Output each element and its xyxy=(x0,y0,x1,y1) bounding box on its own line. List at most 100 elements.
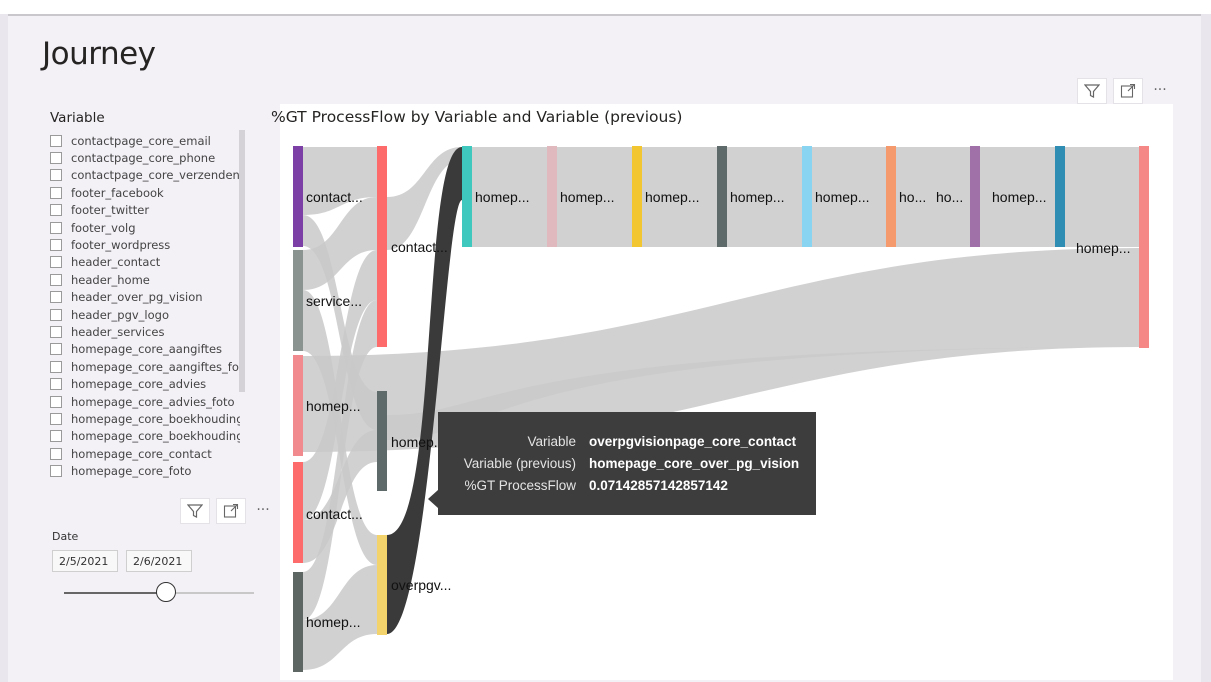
sankey-link[interactable] xyxy=(303,147,377,215)
slicer-item[interactable]: header_services xyxy=(50,323,240,340)
sankey-node[interactable] xyxy=(1139,146,1149,348)
sankey-node[interactable] xyxy=(377,146,387,347)
slicer-item-label: homepage_core_advies_foto xyxy=(71,394,235,409)
slicer-item[interactable]: header_contact xyxy=(50,254,240,271)
filter-icon[interactable] xyxy=(1077,78,1107,104)
sankey-link[interactable] xyxy=(895,147,970,247)
slicer-item[interactable]: footer_facebook xyxy=(50,184,240,201)
checkbox[interactable] xyxy=(50,395,62,408)
slicer-item[interactable]: homepage_core_contact xyxy=(50,445,240,462)
checkbox[interactable] xyxy=(50,412,62,425)
slicer-scrollbar[interactable] xyxy=(239,130,245,392)
checkbox[interactable] xyxy=(50,343,62,356)
checkbox[interactable] xyxy=(50,430,62,443)
slicer-item[interactable]: contactpage_core_phone xyxy=(50,149,240,166)
sankey-node[interactable] xyxy=(293,355,303,456)
checkbox[interactable] xyxy=(50,291,62,304)
sankey-node[interactable] xyxy=(547,146,557,247)
sankey-node-label: homep... xyxy=(815,189,869,205)
sankey-node[interactable] xyxy=(886,146,896,247)
sankey-node-label: homep... xyxy=(391,434,445,450)
checkbox[interactable] xyxy=(50,447,62,460)
sankey-link[interactable] xyxy=(303,300,377,620)
sankey-node-label: homep... xyxy=(306,614,360,630)
sankey-link[interactable] xyxy=(726,147,802,247)
slicer-item[interactable]: homepage_core_aangiftes_foto xyxy=(50,358,240,375)
sankey-node[interactable] xyxy=(293,146,303,247)
sankey-link[interactable] xyxy=(387,147,462,250)
slicer-item[interactable]: homepage_core_aangiftes xyxy=(50,341,240,358)
date-end-field[interactable]: 2/6/2021 xyxy=(126,550,192,572)
sankey-node[interactable] xyxy=(293,462,303,563)
checkbox[interactable] xyxy=(50,360,62,373)
sankey-node[interactable] xyxy=(970,146,980,247)
date-slicer-label: Date xyxy=(52,530,79,543)
date-slider-thumb[interactable] xyxy=(156,582,176,602)
slicer-item-label: homepage_core_contact xyxy=(71,446,212,461)
sankey-node[interactable] xyxy=(377,391,387,491)
sankey-node[interactable] xyxy=(802,146,812,247)
checkbox[interactable] xyxy=(50,239,62,252)
more-options-icon[interactable]: ··· xyxy=(1153,82,1167,98)
sankey-node[interactable] xyxy=(293,572,303,672)
slicer-item[interactable]: header_over_pg_vision xyxy=(50,289,240,306)
sankey-link[interactable] xyxy=(303,430,377,563)
slicer-item[interactable]: homepage_core_boekhouding... xyxy=(50,428,240,445)
slicer-item[interactable]: homepage_core_advies_foto xyxy=(50,393,240,410)
sankey-link[interactable] xyxy=(303,197,377,290)
sankey-link[interactable] xyxy=(1064,147,1140,247)
slicer-item[interactable]: homepage_core_boekhouding xyxy=(50,410,240,427)
tooltip-key: %GT ProcessFlow xyxy=(464,478,576,493)
tooltip: Variable overpgvisionpage_core_contact V… xyxy=(428,412,816,515)
sankey-node[interactable] xyxy=(293,250,303,351)
sankey-link[interactable] xyxy=(641,147,717,247)
slicer-item-label: footer_volg xyxy=(71,220,136,235)
slicer-item[interactable]: footer_wordpress xyxy=(50,236,240,253)
checkbox[interactable] xyxy=(50,204,62,217)
slicer-item-label: homepage_core_aangiftes xyxy=(71,342,223,357)
sankey-link-highlighted[interactable] xyxy=(387,147,462,634)
slicer-title: Variable xyxy=(50,110,105,126)
slicer-item[interactable]: footer_twitter xyxy=(50,202,240,219)
sankey-link[interactable] xyxy=(303,565,377,670)
sankey-node-label: service... xyxy=(306,293,362,309)
chart-visual-header: ··· xyxy=(1077,78,1171,104)
slicer-item-label: contactpage_core_verzenden xyxy=(71,168,240,183)
slicer-item[interactable]: header_home xyxy=(50,271,240,288)
checkbox[interactable] xyxy=(50,378,62,391)
sankey-link[interactable] xyxy=(556,147,632,247)
sankey-node[interactable] xyxy=(1055,146,1065,247)
sankey-node[interactable] xyxy=(462,146,472,247)
sankey-link[interactable] xyxy=(387,347,1140,440)
sankey-node[interactable] xyxy=(717,146,727,247)
sankey-link[interactable] xyxy=(472,147,547,247)
checkbox[interactable] xyxy=(50,256,62,269)
slicer-item-label: contactpage_core_phone xyxy=(71,151,216,166)
checkbox[interactable] xyxy=(50,186,62,199)
checkbox[interactable] xyxy=(50,169,62,182)
sankey-link[interactable] xyxy=(979,147,1055,247)
checkbox[interactable] xyxy=(50,325,62,338)
date-start-field[interactable]: 2/5/2021 xyxy=(52,550,118,572)
slicer-item[interactable]: header_pgv_logo xyxy=(50,306,240,323)
checkbox[interactable] xyxy=(50,465,62,478)
slicer-item[interactable]: homepage_core_advies xyxy=(50,375,240,392)
checkbox[interactable] xyxy=(50,221,62,234)
slicer-item[interactable]: homepage_core_foto xyxy=(50,462,240,479)
filter-icon[interactable] xyxy=(180,498,210,524)
slicer-item[interactable]: contactpage_core_verzenden xyxy=(50,167,240,184)
slicer-item[interactable]: footer_volg xyxy=(50,219,240,236)
sankey-node[interactable] xyxy=(632,146,642,247)
focus-mode-icon[interactable] xyxy=(216,498,246,524)
sankey-node[interactable] xyxy=(377,535,387,635)
checkbox[interactable] xyxy=(50,134,62,147)
sankey-node-label: overpgv... xyxy=(391,577,451,593)
focus-mode-icon[interactable] xyxy=(1113,78,1143,104)
sankey-node-label: homep... xyxy=(645,189,699,205)
slicer-item[interactable]: contactpage_core_email xyxy=(50,132,240,149)
sankey-link[interactable] xyxy=(811,147,886,247)
more-options-icon[interactable]: ··· xyxy=(256,502,270,518)
checkbox[interactable] xyxy=(50,152,62,165)
checkbox[interactable] xyxy=(50,273,62,286)
checkbox[interactable] xyxy=(50,308,62,321)
